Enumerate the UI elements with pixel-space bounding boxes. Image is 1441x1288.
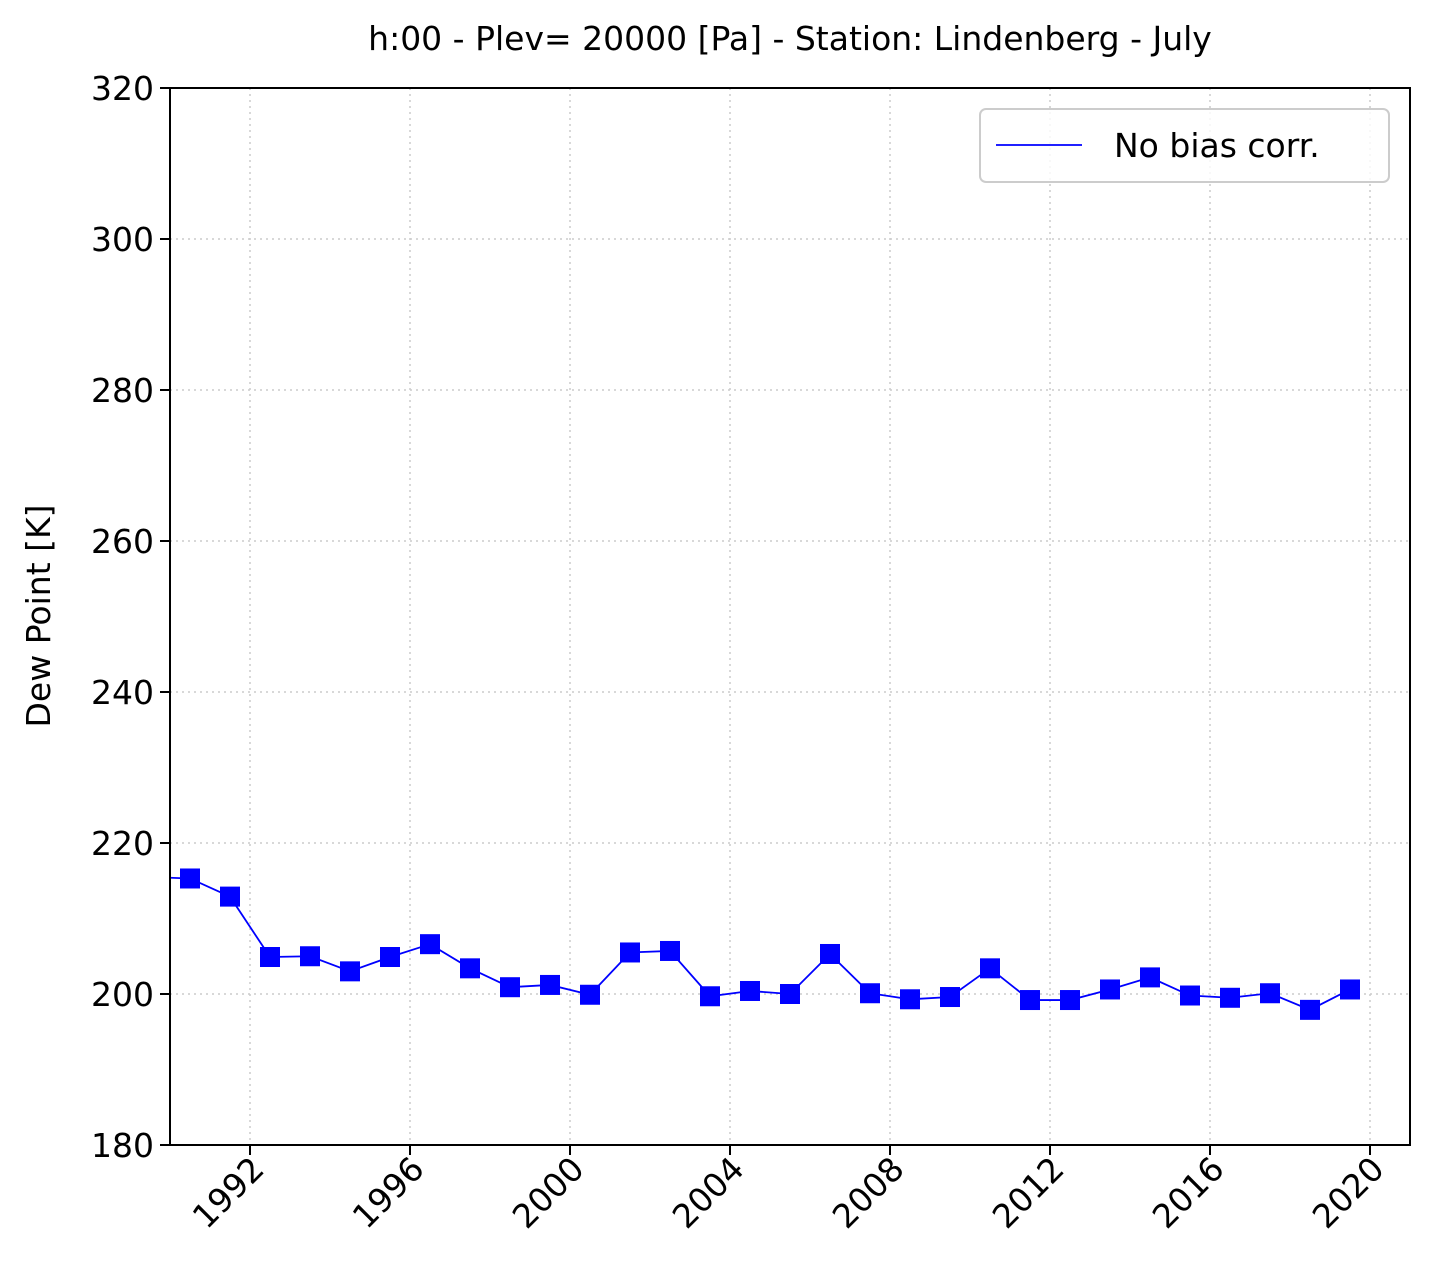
data-point-marker xyxy=(1140,967,1160,988)
data-point-marker xyxy=(700,986,720,1007)
data-point-marker xyxy=(380,947,400,968)
data-point-marker xyxy=(940,987,960,1008)
legend-box xyxy=(979,108,1390,183)
x-tick-label: 2008 xyxy=(825,1149,912,1236)
x-tick-label: 2004 xyxy=(665,1149,752,1236)
data-point-marker xyxy=(1220,987,1240,1008)
data-point-marker xyxy=(660,940,680,961)
data-point-marker xyxy=(500,977,520,998)
x-tick-label: 1992 xyxy=(185,1149,272,1236)
data-point-marker xyxy=(1300,999,1320,1020)
data-point-marker xyxy=(1180,985,1200,1006)
data-point-marker xyxy=(1260,983,1280,1004)
data-point-marker xyxy=(580,984,600,1005)
chart-title: h:00 - Plev= 20000 [Pa] - Station: Linde… xyxy=(368,19,1212,58)
data-point-marker xyxy=(220,886,240,907)
data-point-marker xyxy=(980,958,1000,979)
series-no-bias-corr xyxy=(169,868,1360,1020)
data-point-marker xyxy=(860,983,880,1004)
data-point-marker xyxy=(620,942,640,963)
y-tick-label: 240 xyxy=(91,673,154,712)
y-tick-label: 200 xyxy=(91,975,154,1014)
data-point-marker xyxy=(1340,979,1360,1000)
y-tick-label: 220 xyxy=(91,824,154,863)
y-tick-label: 260 xyxy=(91,522,154,561)
data-point-marker xyxy=(180,868,200,889)
data-point-marker xyxy=(420,934,440,955)
plot-area-frame xyxy=(169,87,1411,1146)
data-point-marker xyxy=(460,958,480,979)
data-point-marker xyxy=(540,974,560,995)
data-point-marker xyxy=(340,961,360,982)
y-axis-label: Dew Point [K] xyxy=(19,504,58,727)
data-point-marker xyxy=(900,989,920,1010)
data-point-marker xyxy=(820,943,840,964)
legend-label: No bias corr. xyxy=(1114,126,1320,165)
data-point-marker xyxy=(1060,990,1080,1011)
x-tick-label: 2012 xyxy=(985,1149,1072,1236)
legend: No bias corr. xyxy=(979,108,1390,183)
data-point-marker xyxy=(260,947,280,968)
data-point-marker xyxy=(780,984,800,1004)
x-tick-label: 2000 xyxy=(505,1149,592,1236)
data-point-marker xyxy=(300,946,320,967)
y-tick-label: 320 xyxy=(91,69,154,108)
x-tick-label: 2016 xyxy=(1145,1149,1232,1236)
y-tick-label: 300 xyxy=(91,220,154,259)
x-tick-label: 2020 xyxy=(1305,1149,1392,1236)
y-tick-label: 280 xyxy=(91,371,154,410)
data-point-marker xyxy=(740,980,760,1001)
y-tick-label: 180 xyxy=(91,1126,154,1165)
grid xyxy=(170,88,1410,1145)
data-point-marker xyxy=(1100,979,1120,1000)
axis-ticks: 1992 1996 2000 2004 2008 2012 2016 2020 180 200 22… xyxy=(91,69,1392,1236)
data-point-marker xyxy=(1020,990,1040,1011)
x-tick-label: 1996 xyxy=(345,1149,432,1236)
